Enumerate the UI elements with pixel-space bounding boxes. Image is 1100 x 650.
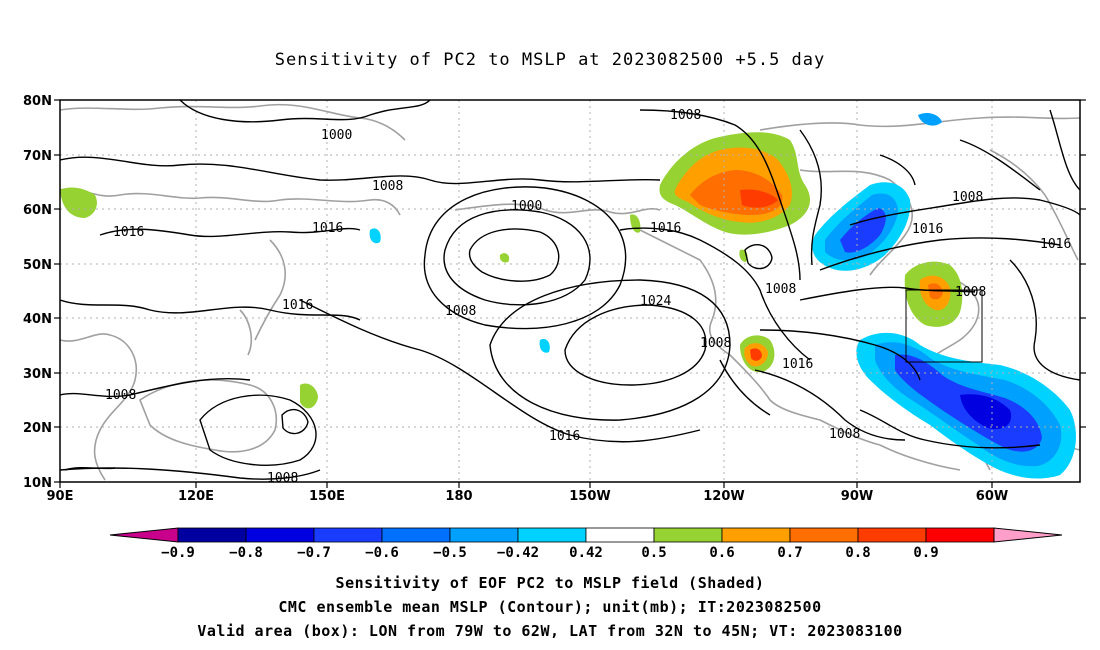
colorbar <box>109 527 1063 543</box>
contour-label: 1008 <box>105 388 136 403</box>
contour-label: 1008 <box>445 304 476 319</box>
sensitivity-shading <box>60 112 1076 479</box>
colorbar-swatch <box>857 527 927 543</box>
contour-label: 1008 <box>952 190 983 205</box>
colorbar-swatch <box>177 527 247 543</box>
contour-label: 1000 <box>511 199 542 214</box>
contour-label: 1008 <box>700 336 731 351</box>
map-title: Sensitivity of PC2 to MSLP at 2023082500… <box>274 50 826 70</box>
contour-label: 1016 <box>312 221 343 236</box>
footer-line-contour: CMC ensemble mean MSLP (Contour); unit(m… <box>278 598 822 616</box>
mslp-contours <box>60 100 1080 480</box>
colorbar-low-extension <box>109 527 179 543</box>
contour-label-layer: 1000 1008 1016 1000 1008 1016 1024 1008 … <box>105 108 1071 486</box>
colorbar-tick-label: 0.7 <box>777 545 802 561</box>
lat-tick-label: 70N <box>23 149 52 164</box>
colorbar-tick-label: −0.9 <box>161 545 195 561</box>
lon-tick-label: 150E <box>309 489 345 504</box>
colorbar-tick-label: 0.6 <box>709 545 734 561</box>
lat-tick-label: 20N <box>23 421 52 436</box>
contour-label: 1016 <box>549 429 580 444</box>
lat-tick-label: 80N <box>23 94 52 109</box>
colorbar-tick-label: −0.7 <box>297 545 331 561</box>
contour-label: 1016 <box>113 225 144 240</box>
colorbar-swatch <box>789 527 859 543</box>
lat-tick-label: 30N <box>23 367 52 382</box>
colorbar-swatch <box>721 527 791 543</box>
lon-tick-label: 180 <box>445 489 472 504</box>
colorbar-swatch <box>517 527 587 543</box>
colorbar-tick-label: 0.8 <box>845 545 870 561</box>
contour-label: 1008 <box>955 285 986 300</box>
lon-tick-label: 150W <box>569 489 610 504</box>
contour-label: 1008 <box>765 282 796 297</box>
colorbar-tick-label: 0.9 <box>913 545 938 561</box>
footer-line-valid-area: Valid area (box): LON from 79W to 62W, L… <box>197 622 903 640</box>
colorbar-tick-label: −0.5 <box>433 545 467 561</box>
valid-area-box <box>905 289 983 363</box>
lat-tick-label: 10N <box>23 476 52 491</box>
contour-label: 1008 <box>267 471 298 486</box>
lat-tick-label: 50N <box>23 258 52 273</box>
colorbar-swatch <box>653 527 723 543</box>
colorbar-swatch <box>449 527 519 543</box>
lon-tick-label: 120W <box>703 489 744 504</box>
colorbar-tick-label: −0.6 <box>365 545 399 561</box>
lon-tick-label: 120E <box>178 489 214 504</box>
contour-label: 1000 <box>321 128 352 143</box>
contour-label: 1008 <box>372 179 403 194</box>
contour-label: 1016 <box>1040 237 1071 252</box>
contour-label: 1016 <box>782 357 813 372</box>
colorbar-high-extension <box>993 527 1063 543</box>
contour-label: 1016 <box>282 298 313 313</box>
lon-tick-label: 60W <box>976 489 1008 504</box>
colorbar-labels: −0.9 −0.8 −0.7 −0.6 −0.5 −0.42 0.42 0.5 0.6 0.7 0.… <box>161 545 939 561</box>
colorbar-tick-label: −0.42 <box>497 545 539 561</box>
lat-tick-label: 40N <box>23 312 52 327</box>
colorbar-tick-label: 0.5 <box>641 545 666 561</box>
contour-label: 1008 <box>829 427 860 442</box>
colorbar-swatch <box>585 527 655 543</box>
lat-tick-label: 60N <box>23 203 52 218</box>
colorbar-swatch <box>313 527 383 543</box>
contour-label: 1024 <box>640 294 671 309</box>
latitude-axis: 80N 70N 60N 50N 40N 30N 20N 10N <box>23 94 52 491</box>
map-border <box>59 99 1081 483</box>
contour-label: 1016 <box>650 221 681 236</box>
colorbar-swatch <box>925 527 995 543</box>
contour-label: 1016 <box>912 222 943 237</box>
footer-line-shading: Sensitivity of EOF PC2 to MSLP field (Sh… <box>335 574 765 592</box>
grid-lines <box>60 100 1080 482</box>
lon-tick-label: 90W <box>841 489 873 504</box>
lon-tick-label: 90E <box>47 489 74 504</box>
colorbar-swatch <box>381 527 451 543</box>
colorbar-tick-label: 0.42 <box>569 545 603 561</box>
axis-ticks <box>54 99 1086 488</box>
colorbar-tick-label: −0.8 <box>229 545 263 561</box>
colorbar-swatch <box>245 527 315 543</box>
contour-label: 1008 <box>670 108 701 123</box>
longitude-axis: 90E 120E 150E 180 150W 120W 90W 60W <box>47 489 1009 504</box>
